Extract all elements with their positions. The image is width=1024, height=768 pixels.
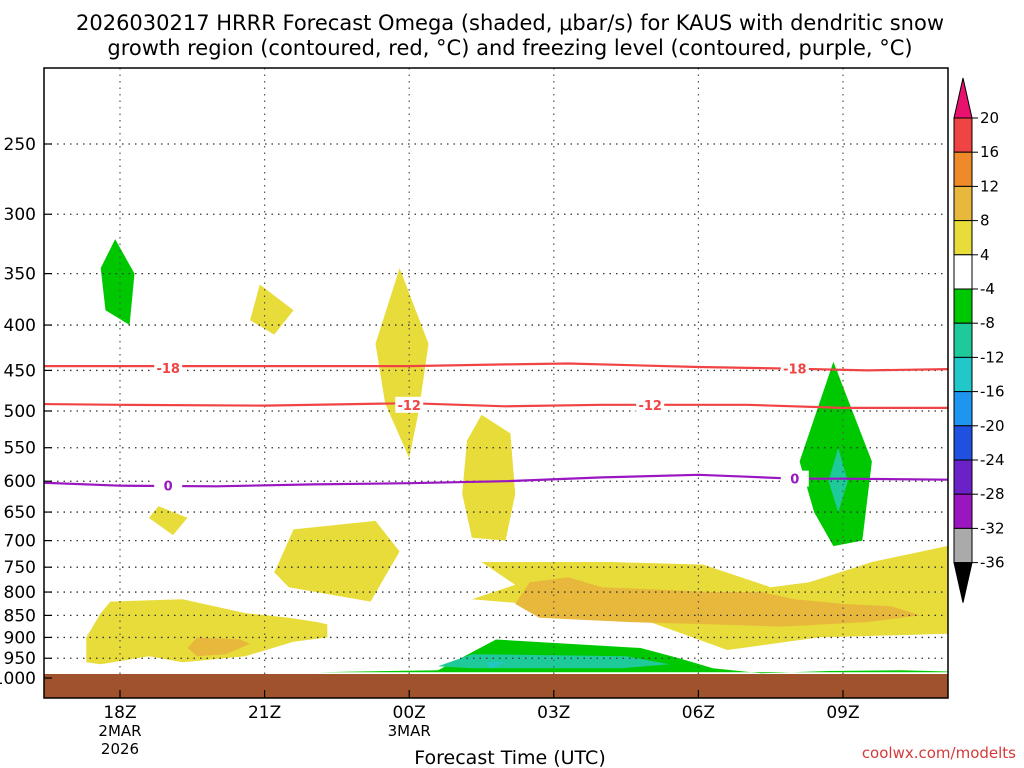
grid-lines [44, 68, 948, 698]
chart-title-line2: growth region (contoured, red, °C) and f… [107, 36, 912, 60]
colorbar-bin-4 [953, 220, 973, 256]
colorbar-label--4: -4 [980, 280, 995, 298]
colorbar-label--20: -20 [980, 417, 1005, 435]
omega-region-14 [486, 662, 506, 669]
contour-label-bg [154, 359, 183, 376]
y-tick-label-500: 500 [4, 402, 36, 422]
colorbar-label-20: 20 [980, 109, 999, 127]
colorbar-label--8: -8 [980, 314, 995, 332]
colorbar-label-16: 16 [980, 143, 999, 161]
contour-temperature--12 [44, 402, 948, 409]
plot-frame [43, 67, 949, 699]
y-tick-label-550: 550 [4, 439, 36, 459]
omega-region-4 [799, 361, 872, 547]
contour-label: 0 [164, 480, 173, 495]
x-tick-label-21Z: 21Z [248, 703, 281, 723]
colorbar-bin-5 [953, 254, 973, 290]
colorbar-label--28: -28 [980, 485, 1005, 503]
colorbar-label--12: -12 [980, 348, 1005, 366]
y-tick-label-900: 900 [4, 628, 36, 648]
omega-region-5 [828, 447, 848, 513]
colorbar-bin-11 [953, 459, 973, 495]
contour-label-bg [154, 477, 183, 494]
colorbar-label-12: 12 [980, 177, 999, 195]
omega-region-11 [187, 637, 251, 657]
colorbar-bottom-arrow [953, 562, 973, 603]
colorbar-label--24: -24 [980, 451, 1005, 469]
x-tick-year: 2026 [101, 740, 139, 758]
x-tick-label-00Z: 00Z [393, 703, 426, 723]
chart-title-line1: 2026030217 HRRR Forecast Omega (shaded, … [76, 11, 944, 35]
y-tick-label-700: 700 [4, 532, 36, 552]
colorbar-top-arrow [953, 77, 973, 119]
omega-region-1 [250, 284, 294, 335]
omega-region-3 [462, 414, 516, 541]
y-tick-label-350: 350 [4, 265, 36, 285]
colorbar-bin-10 [953, 425, 973, 461]
colorbar-bin-12 [953, 493, 973, 529]
contour-label-bg [780, 360, 809, 377]
y-tick-label-1000: 1000 [0, 669, 36, 689]
y-axis: 2503003504004505005506006507007508008509… [0, 135, 52, 689]
omega-region-9 [515, 577, 921, 627]
y-tick-label-600: 600 [4, 472, 36, 492]
x-tick-date: 2MAR [98, 722, 141, 740]
omega-region-6 [148, 506, 188, 536]
x-axis-label: Forecast Time (UTC) [414, 747, 605, 768]
contour-lines: -18 -18 -12 -12 0 0 [44, 359, 948, 495]
contour-label-bg [780, 470, 809, 487]
colorbar-bin-1 [953, 117, 973, 153]
x-tick-label-03Z: 03Z [537, 703, 570, 723]
colorbar-bin-8 [953, 356, 973, 393]
y-tick-label-250: 250 [4, 135, 36, 155]
contour-label: -18 [783, 363, 807, 378]
colorbar-label--32: -32 [980, 519, 1005, 537]
colorbar-bin-6 [953, 288, 973, 324]
colorbar-label-4: 4 [980, 246, 990, 264]
contour-label: -18 [156, 362, 180, 377]
y-tick-label-850: 850 [4, 606, 36, 626]
colorbar-bin-3 [953, 185, 973, 222]
colorbar-bin-7 [953, 322, 973, 358]
omega-region-0 [100, 239, 135, 325]
y-tick-label-300: 300 [4, 205, 36, 225]
contour-label-bg [395, 396, 424, 413]
y-tick-label-800: 800 [4, 583, 36, 603]
colorbar-bin-2 [953, 151, 973, 187]
colorbar-label-8: 8 [980, 212, 990, 230]
contour-temperature--18 [44, 362, 948, 372]
y-tick-label-650: 650 [4, 503, 36, 523]
x-tick-label-06Z: 06Z [682, 703, 715, 723]
colorbar-label--16: -16 [980, 383, 1005, 401]
surface-ground [44, 674, 948, 698]
omega-region-7 [274, 520, 400, 602]
omega-region-10 [86, 599, 328, 665]
contour-label: -12 [397, 399, 421, 414]
y-tick-label-450: 450 [4, 361, 36, 381]
credit-text: coolwx.com/modelts [862, 744, 1016, 762]
colorbar-bin-9 [953, 391, 973, 427]
contour-label: -12 [638, 399, 662, 414]
colorbar-bin-13 [953, 527, 973, 564]
colorbar: 20 16 12 8 4 -4 -8 -12 -16 -20 -24 -28 -32 -36 [953, 77, 1005, 603]
y-tick-label-750: 750 [4, 558, 36, 578]
y-tick-label-950: 950 [4, 649, 36, 669]
omega-shading [86, 239, 948, 674]
x-tick-label-09Z: 09Z [826, 703, 859, 723]
contour-label: 0 [790, 473, 799, 488]
colorbar-label--36: -36 [980, 554, 1005, 572]
y-tick-label-400: 400 [4, 316, 36, 336]
contour-label-bg [636, 396, 665, 413]
x-tick-date: 3MAR [388, 722, 431, 740]
x-tick-label-18Z: 18Z [103, 703, 136, 723]
